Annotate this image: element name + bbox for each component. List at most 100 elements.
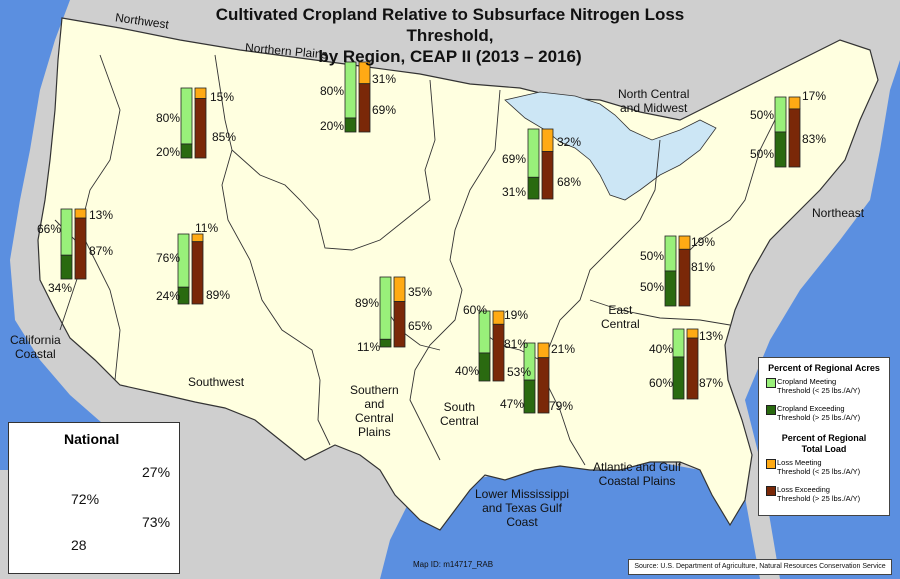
national-title: National [64, 431, 120, 447]
national-inset: National 72% 28 27% 73% [8, 422, 180, 574]
load-bar-southern-and-central-plains-bottom [393, 301, 406, 348]
label-california-coastal: California Coastal [10, 333, 61, 361]
legend-acres-exceeding-line1: Cropland Exceeding [777, 404, 845, 413]
acres-bar-northeast-top [774, 96, 787, 133]
national-meet-load-label: 27% [142, 464, 171, 480]
pct-northwest-meet-acres: 80% [156, 111, 181, 125]
pct-northcentral-meet-acres: 69% [502, 152, 527, 166]
load-bar-lower-mississippi-and-texas-gulf-coast-top [537, 342, 550, 359]
legend-acres-meeting: Cropland Meeting Threshold (< 25 lbs./A/… [759, 377, 889, 401]
legend-acres-meeting-line2: Threshold (< 25 lbs./A/Y) [777, 386, 861, 395]
pct-california-exceed-load: 87% [89, 244, 114, 258]
load-bar-southwest-bottom [191, 241, 204, 305]
pct-lowermiss-exceed-load: 79% [549, 399, 574, 413]
label-lower-miss-line3: Coast [506, 515, 538, 529]
national-meet-acres-label: 72% [71, 491, 100, 507]
legend: Percent of Regional Acres Cropland Meeti… [758, 357, 890, 516]
legend-swatch-load-meeting [766, 459, 776, 469]
acres-bar-atlantic-and-gulf-coastal-plains-bottom [672, 356, 685, 400]
title-line-1: Cultivated Cropland Relative to Subsurfa… [215, 5, 685, 45]
label-southern-line2: and [364, 397, 385, 411]
pct-california-meet-load: 13% [89, 208, 114, 222]
pct-eastcentral-exceed-load: 81% [691, 260, 716, 274]
national-exceed-load-label: 73% [142, 514, 171, 530]
acres-bar-east-central-top [664, 235, 677, 272]
label-south-central-line2: Central [440, 414, 479, 428]
label-southwest: Southwest [188, 375, 245, 389]
pct-northcentral-meet-load: 32% [557, 135, 582, 149]
pct-eastcentral-exceed-acres: 50% [640, 280, 665, 294]
source-note: Source: U.S. Department of Agriculture, … [628, 559, 892, 575]
pct-southcentral-meet-acres: 60% [463, 303, 488, 317]
pct-northeast-meet-acres: 50% [750, 108, 775, 122]
acres-bar-southwest-bottom [177, 286, 190, 305]
title-line-2: by Region, CEAP II (2013 – 2016) [318, 47, 582, 66]
label-north-central-line1: North Central [618, 87, 690, 101]
label-north-central-line2: and Midwest [620, 101, 688, 115]
pct-lowermiss-meet-load: 21% [551, 342, 576, 356]
pct-atlantic-exceed-acres: 60% [649, 376, 674, 390]
label-atlantic-gulf: Atlantic and Gulf Coastal Plains [593, 460, 681, 488]
legend-load-meeting-line1: Loss Meeting [777, 458, 822, 467]
pct-california-exceed-acres: 34% [48, 281, 73, 295]
label-south-central-line1: South [443, 400, 476, 414]
legend-heading-load-line2: Total Load [801, 444, 847, 454]
load-bar-south-central-top [492, 310, 505, 325]
acres-bar-california-coastal-bottom [60, 254, 73, 280]
acres-bar-california-coastal-top [60, 208, 73, 256]
pct-california-meet-acres: 66% [37, 222, 62, 236]
legend-load-meeting-line2: Threshold (< 25 lbs./A/Y) [777, 467, 861, 476]
pct-atlantic-meet-acres: 40% [649, 342, 674, 356]
acres-bar-northeast-bottom [774, 131, 787, 168]
load-bar-northwest-top [194, 87, 207, 99]
load-bar-northwest-bottom [194, 98, 207, 159]
pct-northernplains-exceed-acres: 20% [320, 119, 345, 133]
pct-eastcentral-meet-acres: 50% [640, 249, 665, 263]
pct-northeast-exceed-acres: 50% [750, 147, 775, 161]
legend-swatch-acres-exceeding [766, 405, 776, 415]
pct-northwest-exceed-acres: 20% [156, 145, 181, 159]
load-bar-south-central-bottom [492, 323, 505, 382]
acres-bar-north-central-and-midwest-top [527, 128, 540, 178]
load-bar-northeast-top [788, 96, 801, 110]
label-lower-mississippi: Lower Mississippi and Texas Gulf Coast [475, 487, 569, 529]
pct-atlantic-exceed-load: 87% [699, 376, 724, 390]
gulf-of-mexico [380, 455, 760, 579]
load-bar-southwest-top [191, 233, 204, 243]
label-southern-central-plains: Southern and Central Plains [350, 383, 399, 439]
pct-southwest-exceed-acres: 24% [156, 289, 181, 303]
pct-northeast-meet-load: 17% [802, 89, 827, 103]
pct-lowermiss-meet-acres: 53% [507, 365, 532, 379]
load-bar-lower-mississippi-and-texas-gulf-coast-bottom [537, 357, 550, 414]
map-title: Cultivated Cropland Relative to Subsurfa… [170, 4, 730, 67]
load-bar-north-central-and-midwest-bottom [541, 150, 554, 200]
region-bars [60, 61, 801, 414]
legend-load-exceeding: Loss Exceeding Threshold (> 25 lbs./A/Y) [759, 485, 889, 509]
label-northeast: Northeast [812, 206, 865, 220]
pct-southwest-meet-load: 11% [195, 221, 219, 235]
pct-northwest-meet-load: 15% [210, 90, 235, 104]
legend-swatch-load-exceeding [766, 486, 776, 496]
legend-load-exceeding-line1: Loss Exceeding [777, 485, 830, 494]
legend-acres-exceeding: Cropland Exceeding Threshold (> 25 lbs./… [759, 404, 889, 428]
acres-bar-southern-and-central-plains-top [379, 276, 392, 340]
pct-southwest-meet-acres: 76% [156, 251, 181, 265]
acres-bar-lower-mississippi-and-texas-gulf-coast-bottom [523, 379, 536, 414]
label-east-central: East Central [601, 303, 640, 331]
load-bar-california-coastal-top [74, 208, 87, 219]
label-southern-line1: Southern [350, 383, 399, 397]
acres-bar-south-central-bottom [478, 352, 491, 382]
acres-bar-south-central-top [478, 310, 491, 354]
load-bar-southern-and-central-plains-top [393, 276, 406, 302]
pct-southern-meet-acres: 89% [355, 296, 380, 310]
pacific-ocean [0, 0, 115, 470]
acres-bar-northwest-bottom [180, 143, 193, 159]
label-south-central: South Central [440, 400, 479, 428]
pct-northcentral-exceed-load: 68% [557, 175, 582, 189]
label-california-line2: Coastal [15, 347, 56, 361]
load-bar-northeast-bottom [788, 108, 801, 168]
pct-northeast-exceed-load: 83% [802, 132, 827, 146]
acres-bar-northern-plains-bottom [344, 117, 357, 133]
load-bar-northern-plains-bottom [358, 83, 371, 133]
load-bar-california-coastal-bottom [74, 217, 87, 280]
